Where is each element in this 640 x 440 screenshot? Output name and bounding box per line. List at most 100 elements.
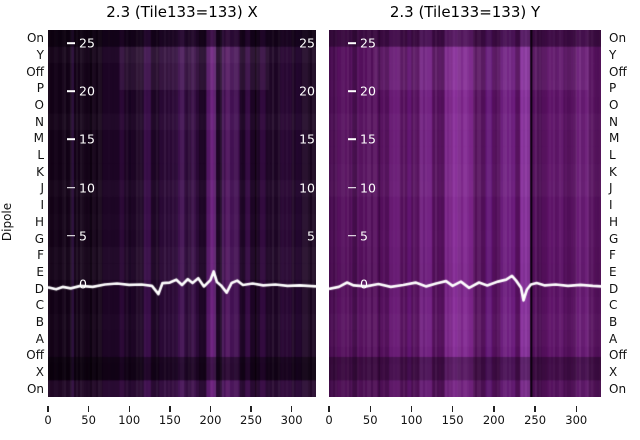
row-label: D	[34, 281, 44, 296]
row-label: J	[40, 181, 44, 196]
x-tick-label: 150	[441, 413, 464, 427]
x-tick-label: 200	[199, 413, 222, 427]
x-tick-mark	[328, 406, 330, 412]
inner-tick-label-right: 10	[299, 180, 315, 196]
inner-tick-mark	[348, 90, 356, 92]
x-tick-label: 50	[81, 413, 96, 427]
row-label: On	[26, 31, 44, 46]
x-tick-label: 0	[44, 413, 52, 427]
inner-tick-mark	[348, 42, 356, 44]
row-label: J	[609, 181, 613, 196]
row-label: X	[35, 364, 44, 379]
row-label: N	[35, 114, 44, 129]
inner-tick-mark	[67, 138, 75, 141]
row-label: C	[609, 298, 618, 313]
row-label: D	[609, 281, 619, 296]
x-tick-label: 250	[240, 413, 262, 427]
inner-tick-mark	[67, 42, 75, 44]
x-tick-mark	[369, 406, 371, 412]
x-tick-label: 0	[325, 413, 333, 427]
row-label: B	[609, 314, 618, 329]
inner-tick-label-right: 25	[299, 35, 315, 51]
x-tick-label: 300	[280, 413, 303, 427]
x-tick-mark	[128, 406, 130, 412]
row-label: H	[609, 214, 619, 229]
x-tick-mark	[452, 406, 454, 412]
row-label: On	[26, 381, 44, 396]
x-tick-mark	[47, 406, 49, 412]
inner-tick-label: 10	[360, 180, 376, 196]
row-label: P	[609, 81, 617, 96]
inner-tick-label: 5	[79, 228, 87, 244]
row-label: K	[36, 164, 44, 179]
row-label: A	[609, 331, 618, 346]
inner-tick-label: 25	[79, 35, 95, 51]
row-label: G	[609, 231, 619, 246]
row-label: E	[609, 264, 617, 279]
inner-tick-label: 0	[79, 276, 87, 292]
x-tick-label: 250	[524, 413, 547, 427]
row-label: L	[37, 148, 44, 163]
x-tick-mark	[209, 406, 212, 412]
row-label: C	[35, 298, 44, 313]
panel-title: 2.3 (Tile133=133) Y	[389, 3, 541, 21]
x-tick-mark	[169, 406, 171, 412]
row-label: On	[609, 31, 627, 46]
row-label: M	[33, 131, 44, 146]
row-label: B	[35, 314, 44, 329]
inner-tick-mark	[348, 186, 356, 189]
row-label: X	[609, 364, 618, 379]
inner-tick-label-right: 5	[307, 228, 315, 244]
inner-tick-mark	[67, 235, 75, 237]
row-label: On	[609, 381, 627, 396]
row-label: I	[609, 198, 613, 213]
row-label: M	[609, 131, 620, 146]
x-tick-mark	[88, 406, 90, 412]
row-label: N	[609, 114, 618, 129]
inner-tick-label: 0	[360, 276, 368, 292]
row-label: Off	[26, 64, 44, 79]
row-label: E	[36, 264, 44, 279]
inner-tick-mark	[348, 138, 356, 141]
row-label: G	[34, 231, 44, 246]
row-label: Off	[26, 348, 44, 363]
inner-tick-label: 10	[79, 180, 95, 196]
row-label: O	[34, 98, 44, 113]
row-label: A	[35, 331, 44, 346]
x-tick-label: 100	[118, 413, 141, 427]
inner-tick-label: 25	[360, 35, 376, 51]
row-label: L	[609, 148, 616, 163]
inner-tick-label: 15	[360, 131, 376, 147]
inner-tick-mark	[67, 186, 75, 189]
x-tick-mark	[493, 406, 495, 412]
row-label: F	[609, 248, 616, 263]
inner-tick-label-right: 15	[299, 131, 315, 147]
inner-tick-mark	[67, 90, 75, 92]
row-label: Off	[609, 348, 627, 363]
x-tick-mark	[291, 406, 293, 412]
heatmap-panel-x	[48, 30, 316, 397]
row-label: I	[40, 198, 44, 213]
row-label: Y	[609, 48, 617, 63]
x-tick-mark	[410, 406, 413, 412]
heatmap-panel-y	[329, 30, 601, 397]
row-label: P	[36, 81, 44, 96]
inner-tick-label: 20	[79, 83, 95, 99]
panel-title: 2.3 (Tile133=133) X	[106, 3, 258, 21]
x-tick-label: 300	[565, 413, 588, 427]
inner-tick-label: 20	[360, 83, 376, 99]
x-tick-mark	[250, 406, 252, 412]
x-tick-label: 200	[482, 413, 505, 427]
x-tick-label: 100	[400, 413, 423, 427]
row-label: K	[609, 164, 617, 179]
inner-tick-label-right: 20	[299, 83, 315, 99]
x-tick-label: 50	[362, 413, 378, 427]
x-tick-mark	[534, 406, 536, 412]
row-label: O	[609, 98, 619, 113]
x-tick-label: 150	[158, 413, 181, 427]
inner-tick-label: 15	[79, 131, 95, 147]
row-label: F	[37, 248, 44, 263]
row-label: Off	[609, 64, 627, 79]
inner-tick-label: 5	[360, 228, 368, 244]
